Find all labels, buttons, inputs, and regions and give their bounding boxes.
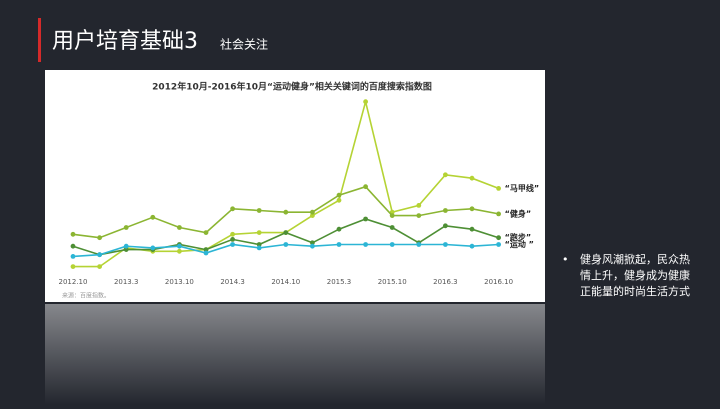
data-point [177, 248, 182, 254]
data-point [310, 243, 315, 249]
data-point [416, 242, 422, 247]
x-tick-label: 2015.10 [378, 278, 407, 286]
data-point [443, 208, 448, 213]
x-tick-label: 2014.3 [220, 278, 245, 286]
data-point [336, 197, 342, 203]
data-point [70, 243, 76, 249]
data-point [389, 242, 395, 247]
plot: 2012.10 2013.3 2013.10 2014.3 2014.10 2015.3 2… [59, 99, 540, 286]
data-point [496, 211, 501, 217]
data-point [469, 206, 475, 212]
data-point [469, 243, 475, 249]
source: 来源：百度指数。 [62, 292, 110, 300]
data-point [97, 264, 102, 269]
x-tick-label: 2016.10 [484, 278, 513, 286]
data-point [230, 206, 236, 212]
data-point [177, 243, 182, 249]
x-tick-label: 2013.10 [165, 278, 194, 286]
data-point [496, 242, 501, 247]
data-point [496, 235, 501, 241]
chart-panel [45, 70, 545, 302]
data-point [123, 243, 129, 249]
data-point [283, 242, 289, 247]
data-point [256, 245, 262, 251]
data-point [363, 242, 368, 247]
data-point [443, 242, 448, 247]
series-label: “马甲线” [505, 183, 540, 193]
data-point [416, 203, 422, 208]
data-point [336, 242, 342, 247]
data-point [230, 231, 236, 237]
data-point [336, 192, 342, 198]
data-point [283, 209, 289, 215]
x-tick-label: 2015.3 [327, 278, 352, 286]
data-point [389, 225, 395, 230]
data-point [469, 175, 475, 181]
series-label: “健身” [505, 208, 532, 218]
reflection [45, 304, 545, 405]
data-point [283, 230, 289, 236]
data-point [310, 213, 315, 219]
data-point [203, 230, 209, 236]
data-point [469, 226, 475, 232]
bullet-text: 健身风潮掀起，民众热情上升，健身成为健康正能量的时尚生活方式 [580, 253, 690, 298]
data-point [363, 99, 368, 105]
data-point [97, 252, 102, 258]
data-point [150, 214, 156, 220]
data-point [416, 213, 422, 219]
x-tick-label: 2016.3 [433, 278, 458, 286]
data-point [443, 223, 448, 229]
data-point [70, 231, 76, 237]
x-tick-label: 2013.3 [114, 278, 139, 286]
data-point [389, 213, 395, 219]
data-point [363, 216, 368, 222]
data-point [70, 264, 76, 269]
slide-title: 用户培育基础3 [52, 29, 198, 54]
data-point [496, 186, 501, 191]
data-point [230, 242, 236, 247]
x-tick-label: 2012.10 [59, 278, 88, 286]
data-point [256, 230, 262, 236]
x-tick-label: 2014.10 [271, 278, 300, 286]
data-point [203, 250, 209, 256]
data-point [123, 247, 129, 253]
series-label: “跑步” [505, 232, 532, 242]
data-point [230, 237, 236, 242]
data-point [256, 208, 262, 213]
data-point [123, 225, 129, 230]
chart-title: 2012年10月-2016年10月“运动健身”相关关键词的百度搜索指数图 [152, 81, 432, 93]
data-point [177, 225, 182, 230]
data-point [256, 242, 262, 247]
data-point [363, 184, 368, 190]
bullet-dot: • [562, 253, 569, 266]
data-point [97, 235, 102, 241]
slide-subtitle: 社会关注 [220, 37, 268, 52]
data-point [310, 209, 315, 215]
data-point [203, 247, 209, 253]
data-point [310, 240, 315, 246]
series-label: “运动 ” [505, 239, 534, 249]
data-point [70, 254, 76, 259]
accent-bar [38, 18, 41, 62]
data-point [150, 245, 156, 251]
data-point [443, 172, 448, 178]
data-point [336, 226, 342, 232]
